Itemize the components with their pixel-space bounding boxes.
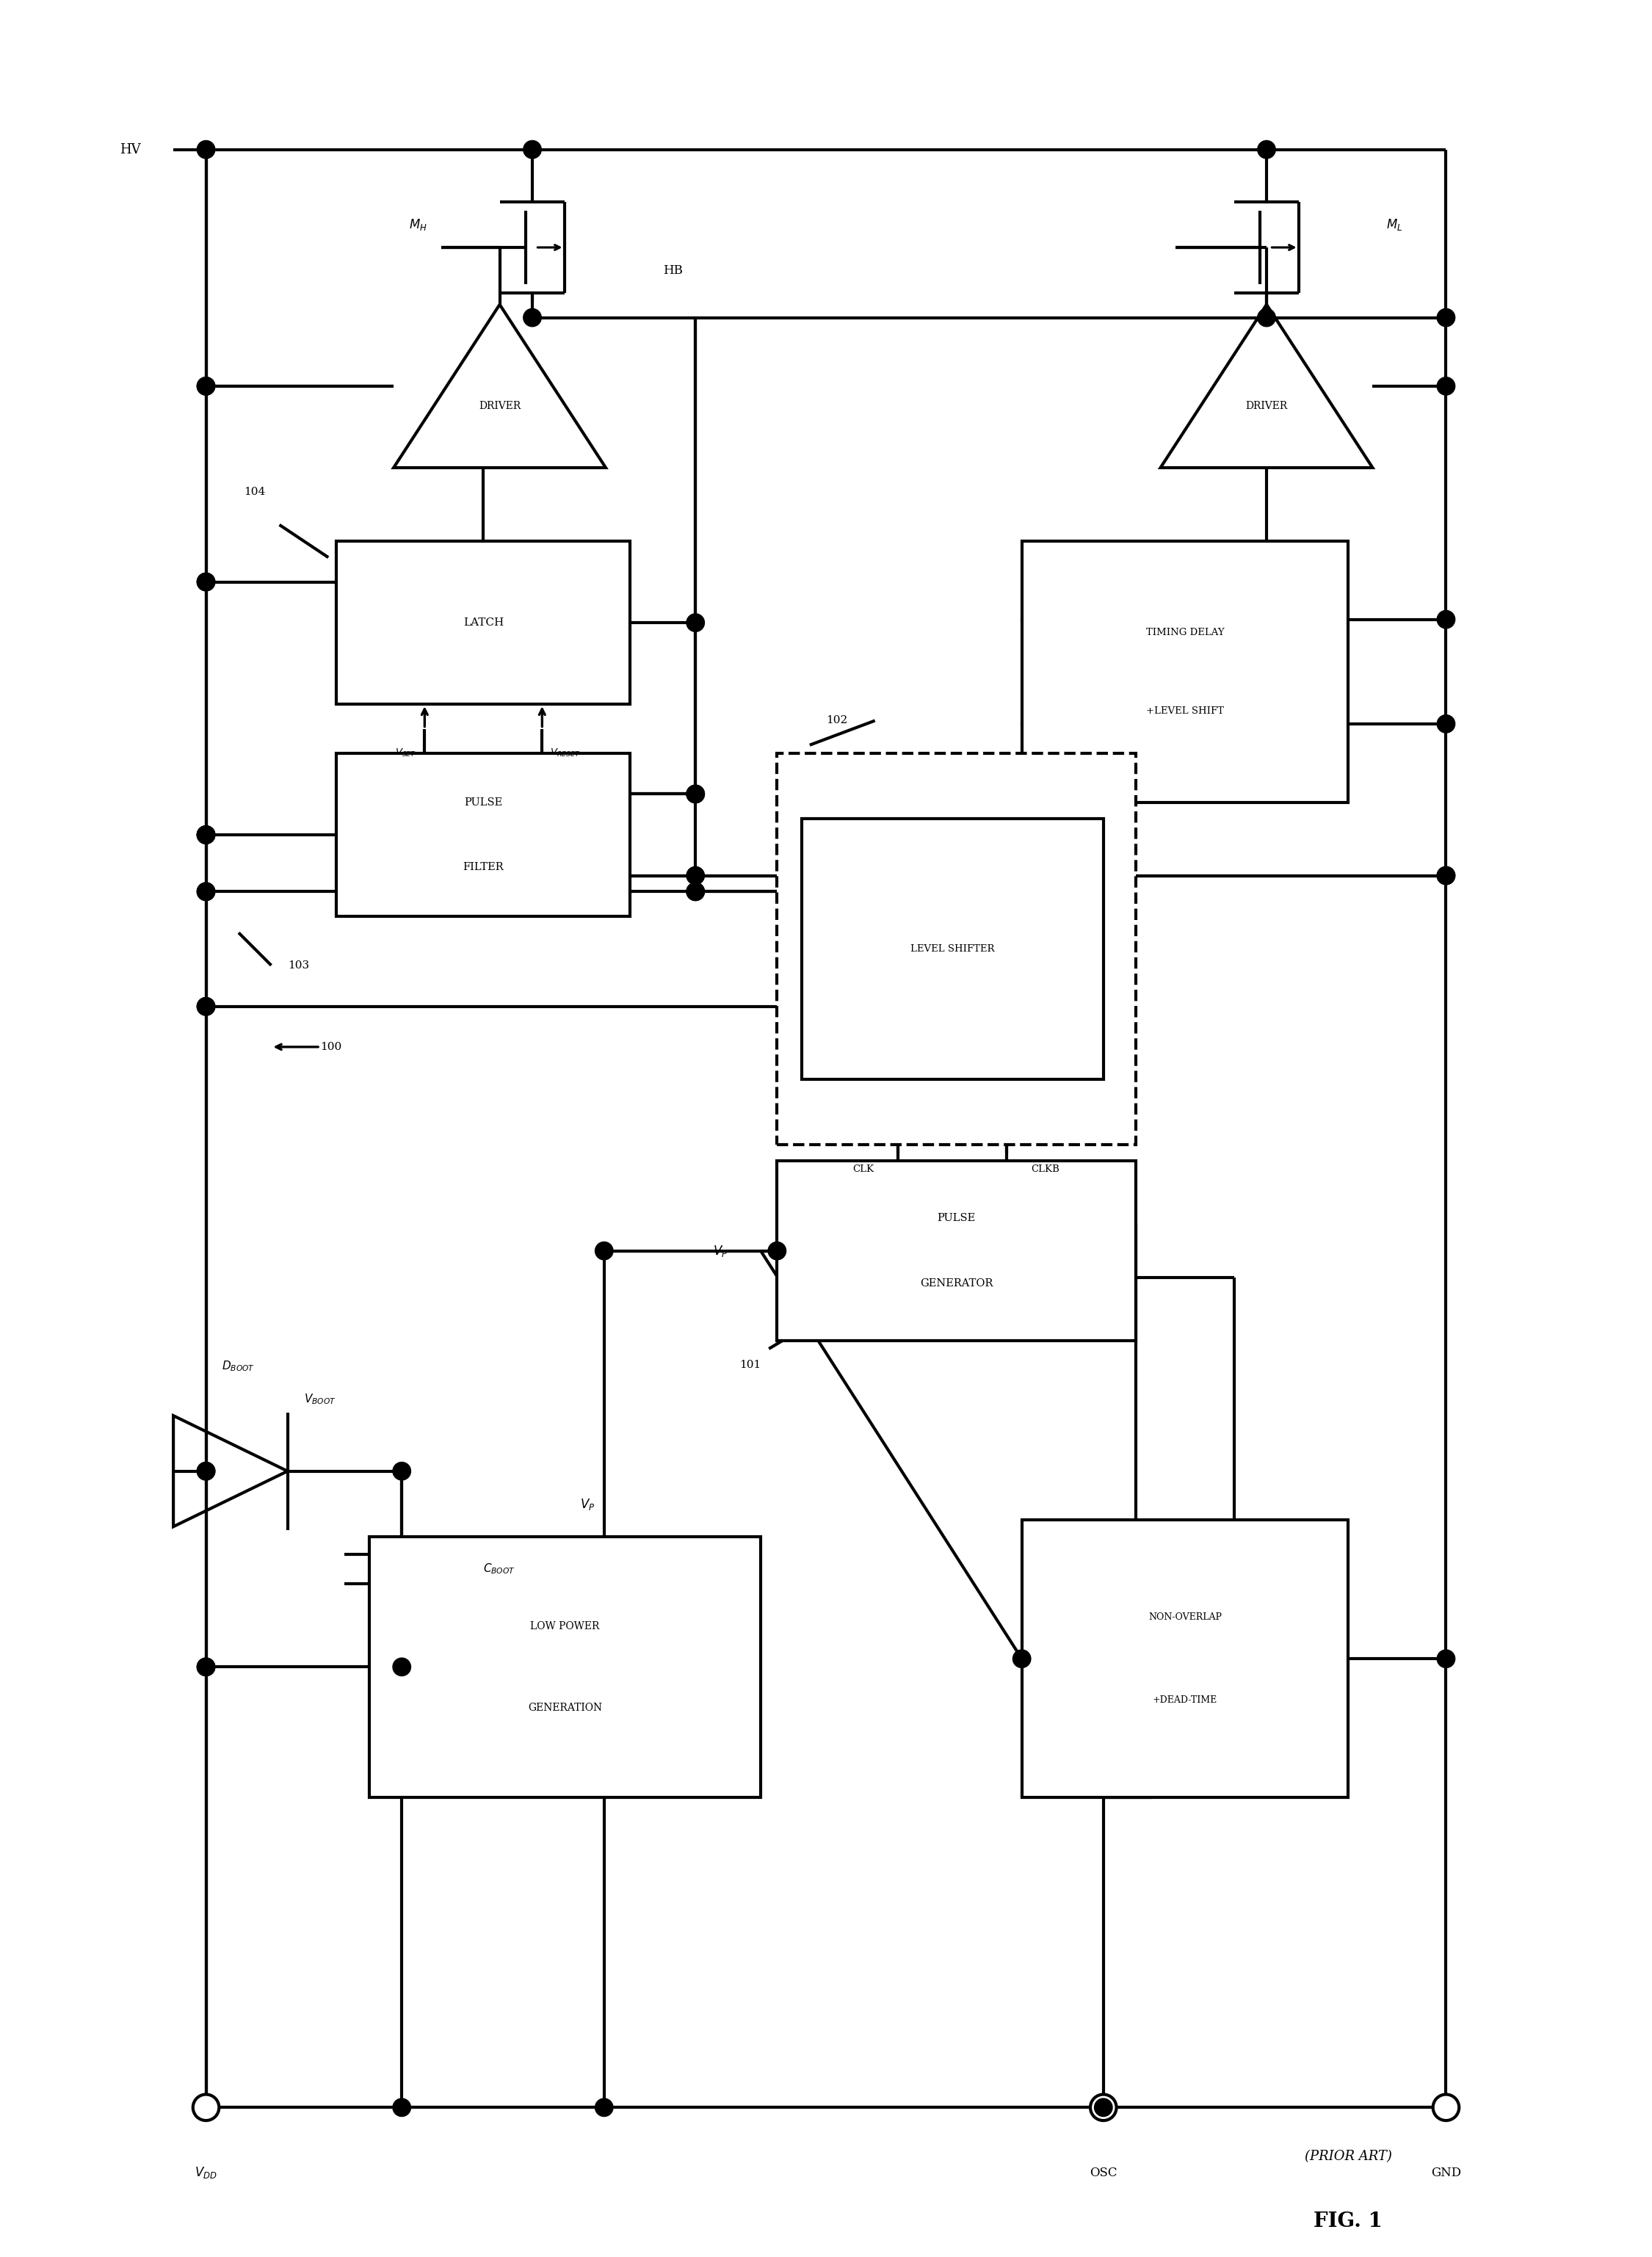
Text: (PRIOR ART): (PRIOR ART): [1305, 2151, 1391, 2162]
Circle shape: [1013, 1650, 1031, 1668]
Circle shape: [595, 1241, 613, 1259]
Circle shape: [595, 2099, 613, 2117]
Circle shape: [687, 785, 704, 803]
Bar: [801, 819, 1104, 1079]
Bar: [368, 1537, 760, 1797]
Circle shape: [1090, 2094, 1117, 2122]
Text: 102: 102: [826, 715, 847, 727]
Circle shape: [1437, 609, 1455, 627]
Circle shape: [197, 826, 215, 844]
Circle shape: [1437, 377, 1455, 395]
Circle shape: [524, 309, 542, 327]
Text: FIG. 1: FIG. 1: [1313, 2212, 1383, 2232]
Bar: [1023, 542, 1348, 801]
Circle shape: [197, 573, 215, 591]
Circle shape: [1437, 867, 1455, 885]
Circle shape: [687, 614, 704, 632]
Circle shape: [768, 1241, 786, 1259]
Circle shape: [1437, 867, 1455, 885]
Text: 100: 100: [320, 1043, 342, 1052]
Circle shape: [197, 1463, 215, 1481]
Circle shape: [1437, 715, 1455, 734]
Circle shape: [197, 826, 215, 844]
Text: CLKB: CLKB: [1031, 1165, 1059, 1174]
Circle shape: [197, 1659, 215, 1677]
Circle shape: [524, 140, 542, 158]
Circle shape: [687, 785, 704, 803]
Text: $V_{SET}$: $V_{SET}$: [395, 747, 416, 758]
Text: NON-OVERLAP: NON-OVERLAP: [1148, 1611, 1222, 1623]
Text: TIMING DELAY: TIMING DELAY: [1146, 627, 1224, 636]
Text: 101: 101: [738, 1361, 760, 1370]
Circle shape: [197, 1659, 215, 1677]
Text: FILTER: FILTER: [463, 862, 504, 873]
Text: $V_{BOOT}$: $V_{BOOT}$: [304, 1393, 337, 1406]
Text: 103: 103: [287, 959, 309, 971]
Bar: [776, 754, 1137, 1144]
Text: PULSE: PULSE: [937, 1212, 976, 1223]
Text: OSC: OSC: [1090, 2167, 1117, 2178]
Circle shape: [197, 998, 215, 1016]
Text: LATCH: LATCH: [463, 618, 504, 627]
Text: PULSE: PULSE: [464, 797, 502, 808]
Circle shape: [1257, 309, 1275, 327]
Circle shape: [193, 2094, 220, 2122]
Text: $V_P$: $V_P$: [714, 1244, 729, 1257]
Circle shape: [687, 882, 704, 901]
Text: GENERATION: GENERATION: [529, 1702, 601, 1713]
Text: HB: HB: [662, 264, 682, 278]
Text: HV: HV: [119, 142, 140, 156]
Text: GENERATOR: GENERATOR: [920, 1277, 993, 1289]
Text: CLK: CLK: [852, 1165, 874, 1174]
Circle shape: [687, 867, 704, 885]
Text: DRIVER: DRIVER: [1246, 399, 1287, 411]
Text: +LEVEL SHIFT: +LEVEL SHIFT: [1146, 706, 1224, 715]
Text: 104: 104: [244, 488, 266, 497]
Text: $V_P$: $V_P$: [580, 1496, 595, 1512]
Circle shape: [1094, 2099, 1112, 2117]
Bar: [337, 754, 629, 916]
Text: $D_{BOOT}$: $D_{BOOT}$: [221, 1359, 254, 1372]
Circle shape: [687, 882, 704, 901]
Text: +DEAD-TIME: +DEAD-TIME: [1153, 1695, 1218, 1704]
Circle shape: [197, 882, 215, 901]
Circle shape: [197, 377, 215, 395]
Text: DRIVER: DRIVER: [479, 399, 520, 411]
Circle shape: [197, 1463, 215, 1481]
Circle shape: [393, 1659, 411, 1677]
Circle shape: [197, 998, 215, 1016]
Bar: [776, 1160, 1137, 1341]
Circle shape: [393, 2099, 411, 2117]
Text: LOW POWER: LOW POWER: [530, 1621, 600, 1632]
Circle shape: [393, 1463, 411, 1481]
Circle shape: [1432, 2094, 1459, 2122]
Text: $C_{BOOT}$: $C_{BOOT}$: [484, 1562, 515, 1575]
Bar: [337, 542, 629, 704]
Circle shape: [197, 882, 215, 901]
Text: $V_{RESET}$: $V_{RESET}$: [550, 747, 580, 758]
Circle shape: [197, 140, 215, 158]
Circle shape: [197, 377, 215, 395]
Circle shape: [197, 573, 215, 591]
Text: LEVEL SHIFTER: LEVEL SHIFTER: [910, 943, 995, 955]
Circle shape: [1437, 1650, 1455, 1668]
Circle shape: [1437, 309, 1455, 327]
Text: $M_H$: $M_H$: [410, 217, 428, 232]
Text: GND: GND: [1431, 2167, 1460, 2178]
Text: $V_{DD}$: $V_{DD}$: [195, 2164, 218, 2180]
Circle shape: [1257, 140, 1275, 158]
Bar: [1023, 1519, 1348, 1797]
Text: $M_L$: $M_L$: [1386, 217, 1403, 232]
Circle shape: [197, 826, 215, 844]
